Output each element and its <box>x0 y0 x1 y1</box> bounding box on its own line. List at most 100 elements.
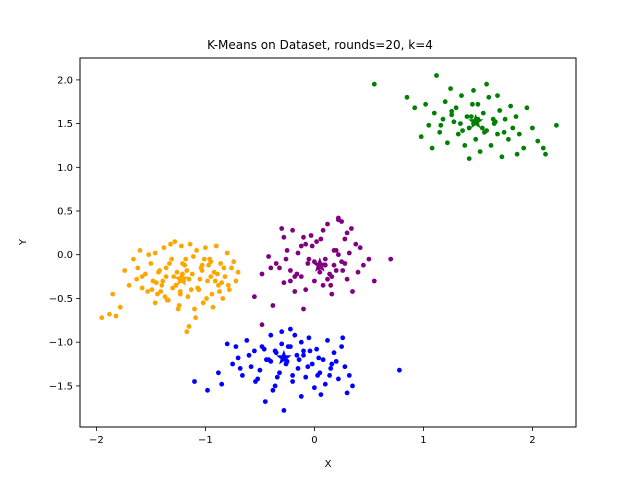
cluster-1-point <box>208 274 214 279</box>
cluster-4-point <box>438 122 444 128</box>
cluster-3-point <box>288 326 293 332</box>
cluster-3-point <box>295 366 301 371</box>
cluster-2-point <box>295 250 301 256</box>
cluster-3-point <box>314 346 319 352</box>
cluster-1-point <box>158 289 164 294</box>
cluster-1-point <box>192 306 197 312</box>
cluster-2-point <box>303 241 309 247</box>
cluster-1-point <box>169 256 175 262</box>
cluster-2-point <box>371 278 377 284</box>
cluster-2-point <box>273 261 279 266</box>
cluster-3-point <box>331 350 337 356</box>
cluster-2-point <box>277 265 282 271</box>
cluster-2-point <box>318 236 324 242</box>
cluster-1-point <box>170 285 176 291</box>
y-tick-label: 1.0 <box>57 163 73 174</box>
cluster-4-point <box>554 122 559 128</box>
cluster-2-point <box>325 276 330 282</box>
cluster-1-point <box>215 271 220 277</box>
cluster-3-point <box>316 355 322 361</box>
cluster-4-point <box>431 110 437 116</box>
cluster-1-point <box>155 291 160 297</box>
cluster-4-point <box>535 138 541 144</box>
cluster-4-point <box>501 129 507 135</box>
cluster-1-point <box>233 278 239 284</box>
cluster-2-point <box>322 256 328 262</box>
cluster-2-point <box>328 282 334 288</box>
cluster-3-point <box>320 357 326 363</box>
cluster-1-point <box>137 248 143 253</box>
cluster-3-point <box>309 361 315 367</box>
cluster-1-point <box>219 280 225 286</box>
cluster-3-point <box>315 373 320 378</box>
cluster-4-point <box>482 129 487 135</box>
cluster-3-point <box>237 366 243 371</box>
cluster-4-point <box>495 93 500 98</box>
cluster-3-point <box>328 366 334 371</box>
cluster-1-point <box>152 300 158 306</box>
cluster-2-point <box>281 234 287 240</box>
cluster-2-point <box>350 289 355 294</box>
cluster-1-point <box>152 250 158 256</box>
cluster-3-point <box>292 332 298 338</box>
cluster-4-point <box>434 73 439 78</box>
cluster-3-point <box>192 379 197 384</box>
cluster-4-point <box>423 101 428 107</box>
chart-title: K-Means on Dataset, rounds=20, k=4 <box>207 38 433 52</box>
cluster-2-point <box>288 278 293 284</box>
cluster-2-point <box>353 241 359 247</box>
cluster-3-point <box>253 379 258 384</box>
cluster-1-point <box>220 296 226 301</box>
cluster-3-point <box>262 399 268 404</box>
cluster-3-point <box>325 338 330 343</box>
cluster-4-point <box>488 143 494 148</box>
cluster-1-point <box>209 291 215 297</box>
cluster-4-point <box>455 131 461 137</box>
cluster-2-point <box>339 219 344 224</box>
cluster-4-point <box>497 108 503 113</box>
cluster-3-point <box>219 381 225 387</box>
cluster-1-point <box>160 278 166 284</box>
cluster-3-point <box>290 379 295 384</box>
cluster-1-point <box>193 315 199 321</box>
cluster-3-point <box>240 373 245 378</box>
cluster-2-point <box>259 322 265 328</box>
cluster-2-point <box>309 243 315 249</box>
cluster-1-point <box>205 278 210 284</box>
cluster-3-point <box>340 335 346 341</box>
cluster-3-point <box>274 374 280 380</box>
y-tick-label: −0.5 <box>49 294 73 305</box>
cluster-2-point <box>355 269 361 275</box>
cluster-1-point <box>208 259 214 265</box>
cluster-3-point <box>301 352 306 358</box>
cluster-3-point <box>244 338 250 343</box>
cluster-3-point <box>298 394 304 399</box>
cluster-2-point <box>342 236 348 242</box>
cluster-4-point <box>442 99 448 105</box>
y-tick-label: −1.0 <box>49 338 73 349</box>
cluster-2-point <box>298 274 304 279</box>
cluster-4-point <box>468 114 474 119</box>
cluster-1-point <box>175 306 181 312</box>
cluster-4-point <box>464 114 470 119</box>
cluster-3-point <box>279 329 285 335</box>
cluster-3-point <box>333 359 339 364</box>
cluster-1-point <box>224 250 230 256</box>
cluster-2-point <box>284 248 290 253</box>
cluster-3-point <box>305 364 311 370</box>
cluster-1-centroid-marker <box>173 271 189 286</box>
cluster-1-point <box>194 248 200 253</box>
cluster-1-point <box>163 274 169 279</box>
cluster-4-point <box>459 93 464 98</box>
cluster-2-point <box>317 269 323 275</box>
cluster-1-point <box>222 274 228 279</box>
cluster-4-point <box>418 134 424 140</box>
cluster-3-point <box>397 367 402 373</box>
cluster-2-point <box>336 252 341 258</box>
cluster-1-point <box>199 262 205 268</box>
cluster-3-point <box>235 355 241 361</box>
x-tick-label: 0 <box>311 435 317 446</box>
cluster-1-point <box>122 268 128 273</box>
cluster-3-point <box>294 352 300 358</box>
